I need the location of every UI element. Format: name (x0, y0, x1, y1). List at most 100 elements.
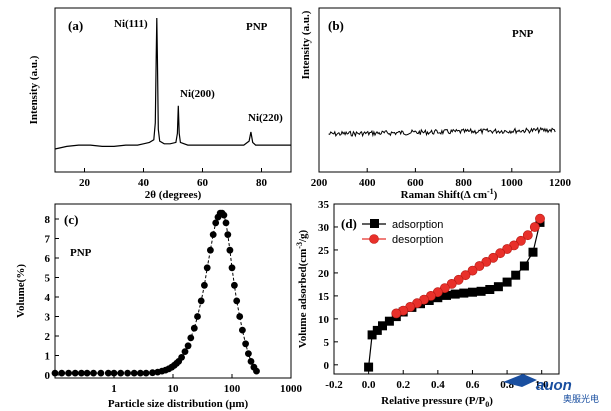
desorption-point (467, 265, 478, 276)
adsorption-point (450, 289, 460, 299)
panel-c-data-point (181, 348, 189, 355)
legend-desorption-label: desorption (392, 234, 443, 246)
adsorption-point (485, 285, 495, 294)
adsorption-point (468, 287, 477, 297)
panel-d-xtick-label: -0.2 (325, 379, 343, 391)
adsorption-point (442, 290, 451, 300)
panel-b-series-line (328, 126, 556, 138)
panel-d-ylabel-sup: -3 (295, 242, 304, 249)
panel-c-ytick-label: 1 (45, 351, 51, 363)
panel-c-data-point (142, 369, 150, 377)
panel-c-data-point (247, 358, 255, 365)
panel-c-data-point (231, 281, 238, 289)
panel-c-data-point (178, 354, 186, 361)
panel-c-data-point (242, 340, 250, 348)
panel-a-series-line (54, 17, 291, 150)
panel-c-data-point (58, 369, 66, 377)
panel-c-xtick-label: 1000 (280, 383, 303, 395)
panel-b-xtick-label: 400 (359, 177, 376, 189)
panel-b-annotation: PNP (512, 28, 534, 40)
adsorption-point (519, 261, 529, 271)
panel-c-annotation: PNP (70, 247, 92, 259)
panel-b-xtick-label: 800 (455, 177, 472, 189)
panel-c-data-point (239, 326, 246, 334)
panel-c-data-point (117, 369, 125, 377)
adsorption-point (378, 321, 387, 331)
panel-d-xlabel-main: Relative pressure (P/P (381, 395, 485, 407)
legend: adsorption desorption (362, 219, 443, 246)
panel-c: 1 10 100 1000 0 1 2 3 4 5 6 7 8 (c) PNP Particle siz… (15, 203, 303, 410)
panel-c-ytick-label: 0 (45, 370, 51, 382)
panel-c-data-point (209, 231, 217, 239)
panel-c-data-point (207, 246, 214, 254)
panel-c-data-point (190, 324, 198, 332)
panel-d-xtick-label: 0.4 (431, 379, 445, 391)
legend-desorption-marker (369, 234, 379, 244)
panel-d-frame (333, 203, 560, 375)
panel-c-data-point (71, 369, 79, 377)
panel-c-data-point (187, 334, 195, 342)
adsorption-point (424, 296, 434, 305)
panel-c-frame (54, 203, 292, 379)
panel-c-data-point (130, 369, 138, 377)
desorption-point (474, 261, 485, 271)
panel-d-ytick-label: 30 (318, 222, 330, 234)
peak-label-ni220: Ni(220) (248, 112, 283, 124)
panel-c-data-point (124, 369, 131, 377)
adsorption-point (511, 270, 521, 280)
panel-c-data-point (220, 211, 228, 219)
desorption-point (391, 308, 402, 319)
panel-c-ticks: 1 10 100 1000 0 1 2 3 4 5 6 7 8 (45, 214, 303, 395)
panel-c-data-point (110, 369, 118, 377)
panel-c-data-point (149, 369, 156, 377)
panel-c-ytick-label: 8 (45, 214, 51, 226)
panel-d-xtick-label: 1.0 (535, 379, 549, 391)
panel-a-xtick-label: 60 (197, 177, 209, 189)
panel-c-ylabel: Volume(%) (15, 264, 27, 318)
panel-c-data-point (137, 369, 144, 377)
panel-c-data-point (83, 369, 91, 377)
panel-d-points (364, 213, 545, 372)
panel-c-data-point (212, 219, 220, 227)
adsorption-point (502, 277, 512, 287)
panel-c-data-point (197, 297, 205, 305)
desorption-point (529, 222, 540, 232)
panel-c-label: (c) (64, 212, 78, 227)
panel-d-ylabel: Volume adsorbed(cm-3/g) (295, 229, 309, 348)
panel-b-xtick-label: 1000 (501, 177, 524, 189)
legend-adsorption-marker (370, 219, 379, 228)
panel-a-xtick-label: 20 (79, 177, 91, 189)
panel-c-ytick-label: 6 (45, 253, 51, 265)
watermark-text-main: auo (536, 377, 563, 394)
panel-c-data-point (236, 313, 244, 320)
peak-label-ni111: Ni(111) (114, 18, 148, 30)
peak-label-ni200: Ni(200) (180, 88, 215, 100)
panel-a-ylabel: Intensity (a.u.) (28, 55, 40, 124)
panel-b-xlabel: Raman Shift(Δ cm-1) (401, 187, 498, 201)
panel-d-ytick-label: 5 (324, 337, 330, 349)
panel-b-xtick-label: 600 (407, 177, 424, 189)
panel-d-label: (d) (341, 216, 357, 231)
legend-adsorption-label: adsorption (392, 219, 443, 231)
desorption-point (460, 270, 471, 281)
panel-b-xtick-label: 1200 (549, 177, 572, 189)
panel-b-xlabel-end: ) (494, 189, 498, 201)
panel-b: 200 400 600 800 1000 1200 (b) PNP Raman Shift… (300, 7, 572, 201)
panel-d-xlabel-end: ) (489, 395, 493, 407)
panel-a-label: (a) (68, 18, 83, 33)
panel-c-data-point (203, 264, 211, 272)
panel-d-ytick-label: 25 (318, 245, 330, 257)
panel-a-xtick-label: 40 (138, 177, 150, 189)
panel-d-xtick-label: 0.2 (396, 379, 410, 391)
desorption-point (495, 248, 506, 259)
panel-c-data-point (78, 369, 85, 377)
panel-d-xlabel: Relative pressure (P/P0) (381, 395, 493, 409)
panel-c-data-point (201, 281, 208, 289)
desorption-point (535, 213, 545, 224)
panel-b-x-ticks: 200 400 600 800 1000 1200 (311, 168, 572, 189)
panel-b-ylabel: Intensity (a.u.) (300, 10, 312, 79)
panel-c-data-point (224, 231, 232, 239)
panel-a-frame (54, 7, 292, 173)
